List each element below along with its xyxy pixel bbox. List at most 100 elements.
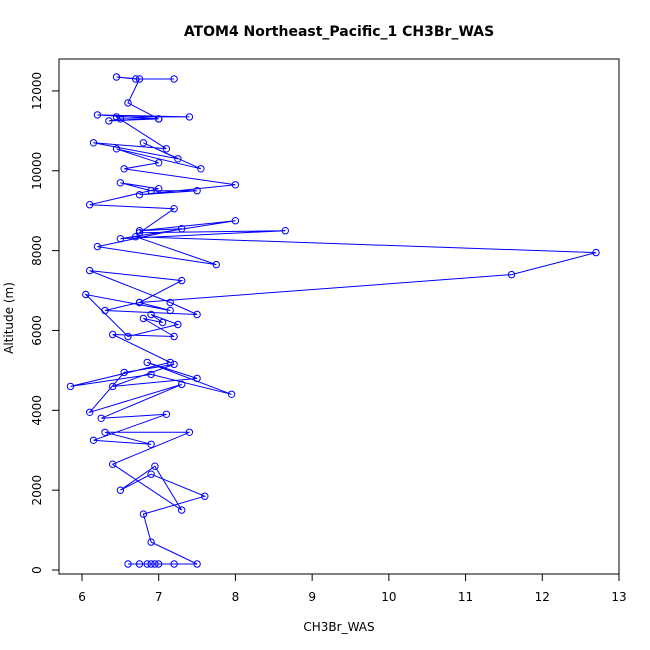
y-tick-label: 8000 (30, 235, 44, 266)
data-point (193, 310, 201, 319)
data-point (170, 75, 178, 83)
data-point (185, 428, 194, 436)
data-point (231, 181, 240, 189)
data-point (170, 205, 178, 213)
data-point (507, 270, 516, 279)
data-point (66, 382, 75, 391)
x-tick-label: 12 (535, 590, 550, 604)
x-tick-label: 13 (611, 590, 626, 604)
data-point (135, 191, 144, 199)
data-point (124, 99, 132, 107)
data-point (147, 187, 155, 195)
x-axis: 6 7 8 9 10 11 12 13 (78, 573, 627, 604)
data-point (112, 145, 121, 153)
y-tick-label: 4000 (30, 395, 44, 426)
data-point (135, 227, 144, 235)
data-point (227, 390, 236, 398)
series-layer (66, 73, 600, 568)
data-point (592, 248, 600, 257)
data-point (120, 165, 128, 173)
data-point (178, 506, 186, 514)
data-point (132, 75, 140, 83)
data-point (231, 217, 240, 225)
data-point (135, 560, 144, 568)
data-point (109, 382, 117, 391)
data-point (147, 440, 155, 448)
data-point (86, 201, 94, 209)
data-point (132, 233, 140, 241)
y-axis: 0 2000 4000 6000 8000 10000 12000 (30, 72, 60, 574)
y-tick-label: 10000 (30, 152, 44, 190)
x-tick-label: 7 (155, 590, 163, 604)
data-point (147, 560, 155, 568)
data-point (166, 306, 174, 315)
data-point (147, 538, 155, 546)
data-point (193, 187, 201, 195)
data-point (101, 306, 109, 315)
data-point (151, 462, 159, 470)
data-point (162, 145, 171, 153)
x-tick-label: 6 (78, 590, 86, 604)
y-tick-label: 0 (30, 566, 44, 574)
data-point (105, 117, 113, 125)
x-tick-label: 9 (308, 590, 316, 604)
y-tick-label: 6000 (30, 315, 44, 346)
x-tick-label: 11 (458, 590, 473, 604)
data-point (139, 314, 148, 323)
data-point (178, 380, 186, 389)
data-point (109, 330, 117, 339)
data-point (112, 113, 121, 121)
data-point (201, 492, 209, 500)
data-point (112, 73, 121, 81)
data-point (143, 560, 151, 568)
x-tick-label: 10 (381, 590, 396, 604)
data-point (124, 332, 132, 341)
data-point (135, 229, 144, 237)
data-point (193, 560, 201, 568)
data-point (178, 276, 186, 285)
x-axis-label: CH3Br_WAS (303, 620, 374, 634)
x-tick-label: 8 (232, 590, 240, 604)
data-point (166, 298, 174, 307)
data-point (86, 408, 94, 416)
data-point (120, 368, 128, 377)
data-point (158, 318, 167, 327)
data-point (281, 227, 289, 235)
series-line (70, 76, 597, 565)
data-point (109, 460, 117, 468)
data-point (89, 436, 98, 444)
data-point (135, 75, 144, 83)
data-point (116, 179, 125, 187)
y-tick-label: 2000 (30, 475, 44, 506)
data-point (97, 414, 105, 422)
data-point (135, 298, 144, 307)
data-point (82, 290, 90, 299)
data-point (147, 470, 155, 478)
data-point (155, 115, 163, 123)
data-point (166, 358, 174, 367)
data-point (162, 410, 171, 418)
y-axis-label: Altitude (m) (2, 282, 16, 354)
data-point (170, 560, 178, 568)
data-point (170, 332, 178, 341)
data-point (197, 165, 205, 173)
data-point (147, 310, 155, 319)
data-point (155, 185, 163, 193)
data-point (155, 560, 163, 568)
data-point (174, 320, 182, 329)
data-point (143, 358, 151, 367)
data-point (116, 486, 125, 494)
data-point (124, 560, 132, 568)
data-point (155, 159, 163, 167)
data-point (86, 266, 94, 275)
data-point (174, 155, 182, 163)
data-point (101, 428, 109, 436)
data-point (170, 360, 178, 369)
chart-title: ATOM4 Northeast_Pacific_1 CH3Br_WAS (184, 24, 494, 40)
data-point (193, 374, 201, 383)
data-point (139, 510, 148, 518)
data-point (178, 225, 186, 233)
